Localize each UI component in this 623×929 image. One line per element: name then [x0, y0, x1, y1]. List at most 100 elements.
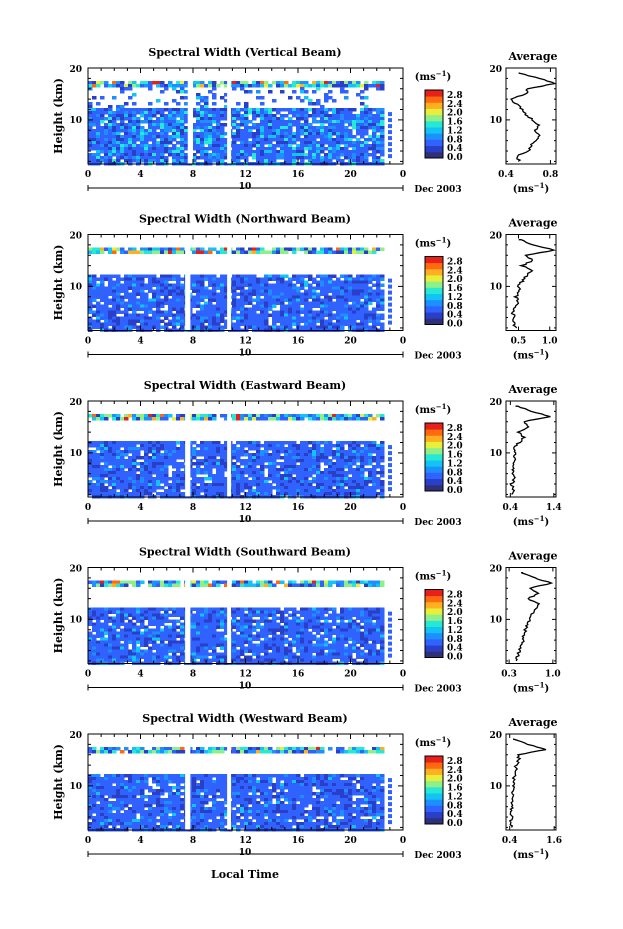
colorbar-swatch	[425, 638, 443, 646]
average-x-tick-label: 0.4	[502, 836, 518, 846]
x-tick-label: 12	[239, 670, 252, 680]
colorbar-tick-label: 1.2	[447, 126, 463, 136]
average-title: Average	[507, 550, 557, 563]
date-label: Dec 2003	[414, 851, 461, 861]
colorbar-tick-label: 0.4	[447, 477, 463, 487]
colorbar-tick-label: 1.6	[447, 284, 463, 294]
colorbar-swatch	[425, 429, 443, 436]
colorbar-tick-label: 0.4	[447, 644, 463, 654]
data-gap	[227, 734, 232, 830]
average-unit: (ms−1)	[513, 181, 549, 195]
colorbar-unit: (ms−1)	[415, 402, 451, 416]
colorbar-tick-label: 2.0	[447, 775, 463, 785]
heatmap-cells	[88, 580, 392, 665]
average-profile: Average 10 20 0.4 0.8(ms−1)	[489, 50, 558, 195]
average-unit: (ms−1)	[513, 514, 549, 528]
average-x-tick-label: 0.3	[501, 670, 517, 680]
colorbar-tick-label: 0.4	[447, 311, 463, 321]
colorbar-swatch	[425, 466, 443, 473]
data-gap	[185, 567, 191, 664]
x-tick-label: 16	[292, 170, 305, 180]
x-tick-label: 12	[239, 503, 252, 513]
colorbar-swatch	[425, 114, 443, 122]
colorbar-swatch	[425, 145, 443, 153]
average-y-tick-label: 10	[489, 782, 502, 792]
date-label: Dec 2003	[414, 518, 461, 528]
average-title: Average	[507, 217, 557, 230]
x-tick-label: 16	[292, 836, 305, 846]
colorbar-swatch	[425, 626, 443, 634]
colorbar-tick-label: 1.2	[447, 459, 463, 469]
x-tick-label: 0	[85, 503, 91, 513]
average-x-tick-label: 0.8	[543, 170, 559, 180]
day-label: 10	[239, 349, 252, 359]
colorbar-swatch	[425, 601, 443, 609]
colorbar-swatch	[425, 762, 443, 769]
x-tick-label: 8	[190, 337, 196, 347]
colorbar-swatch	[425, 805, 443, 813]
colorbar-tick-label: 1.2	[447, 626, 463, 636]
heatmap-cells	[88, 247, 392, 332]
data-gap	[185, 234, 191, 331]
average-title: Average	[507, 716, 557, 729]
data-gap	[185, 734, 191, 830]
colorbar-swatch	[425, 423, 443, 430]
colorbar-swatch	[425, 484, 443, 492]
colorbar-swatch	[425, 293, 443, 301]
x-tick-label: 20	[344, 337, 357, 347]
colorbar-swatch	[425, 120, 443, 128]
y-tick-label: 10	[69, 116, 82, 126]
average-profile: Average 10 20 0.5 1.0(ms−1)	[489, 217, 557, 362]
x-tick-label: 0	[85, 836, 91, 846]
date-label: Dec 2003	[414, 185, 461, 195]
colorbar-swatch	[425, 651, 443, 658]
colorbar-swatch	[425, 90, 443, 97]
data-gap	[227, 401, 232, 497]
date-label: Dec 2003	[414, 352, 461, 362]
date-label: Dec 2003	[414, 685, 461, 695]
colorbar-swatch	[425, 139, 443, 147]
average-y-tick-label: 10	[489, 615, 502, 625]
average-line	[508, 738, 547, 828]
colorbar-swatch	[425, 645, 443, 652]
colorbar-swatch	[425, 318, 443, 325]
colorbar-swatch	[425, 786, 443, 794]
y-tick-label: 20	[69, 731, 82, 741]
x-axis-label-local-time: Local Time	[211, 868, 279, 881]
colorbar-tick-label: 0.8	[447, 468, 463, 478]
average-y-tick-label: 20	[489, 565, 502, 575]
average-y-tick-label: 20	[489, 232, 502, 242]
y-axis-label: Height (km)	[52, 578, 65, 654]
average-y-tick-label: 10	[489, 116, 502, 126]
x-tick-label: 16	[292, 503, 305, 513]
colorbar-swatch	[425, 268, 443, 276]
x-tick-label: 0	[85, 670, 91, 680]
colorbar-swatch	[425, 756, 443, 763]
colorbar-swatch	[425, 632, 443, 640]
data-gap	[227, 234, 232, 331]
average-x-tick-label: 0.4	[503, 503, 519, 513]
x-tick-label: 8	[190, 670, 196, 680]
data-gap	[227, 68, 232, 164]
colorbar-tick-label: 2.4	[447, 266, 463, 276]
data-gap	[227, 567, 232, 664]
average-x-tick-label: 0.4	[498, 170, 514, 180]
x-tick-label: 12	[239, 836, 252, 846]
colorbar-tick-label: 0.8	[447, 302, 463, 312]
colorbar-swatch	[425, 589, 443, 597]
x-tick-label: 4	[137, 836, 143, 846]
average-x-tick-label: 1.0	[542, 337, 558, 347]
average-x-tick-label: 1.0	[545, 670, 561, 680]
average-y-tick-label: 20	[489, 731, 502, 741]
y-tick-label: 10	[69, 282, 82, 292]
colorbar-swatch	[425, 620, 443, 627]
colorbar-tick-label: 2.8	[447, 91, 463, 101]
colorbar-swatch	[425, 262, 443, 270]
x-tick-label: 20	[344, 503, 357, 513]
colorbar-swatch	[425, 595, 443, 603]
colorbar-tick-label: 0.0	[447, 153, 463, 163]
colorbar-swatch	[425, 472, 443, 480]
y-tick-label: 20	[69, 565, 82, 575]
average-profile: Average 10 20 0.4 1.4(ms−1)	[489, 383, 561, 528]
x-tick-label: 0	[400, 503, 406, 513]
